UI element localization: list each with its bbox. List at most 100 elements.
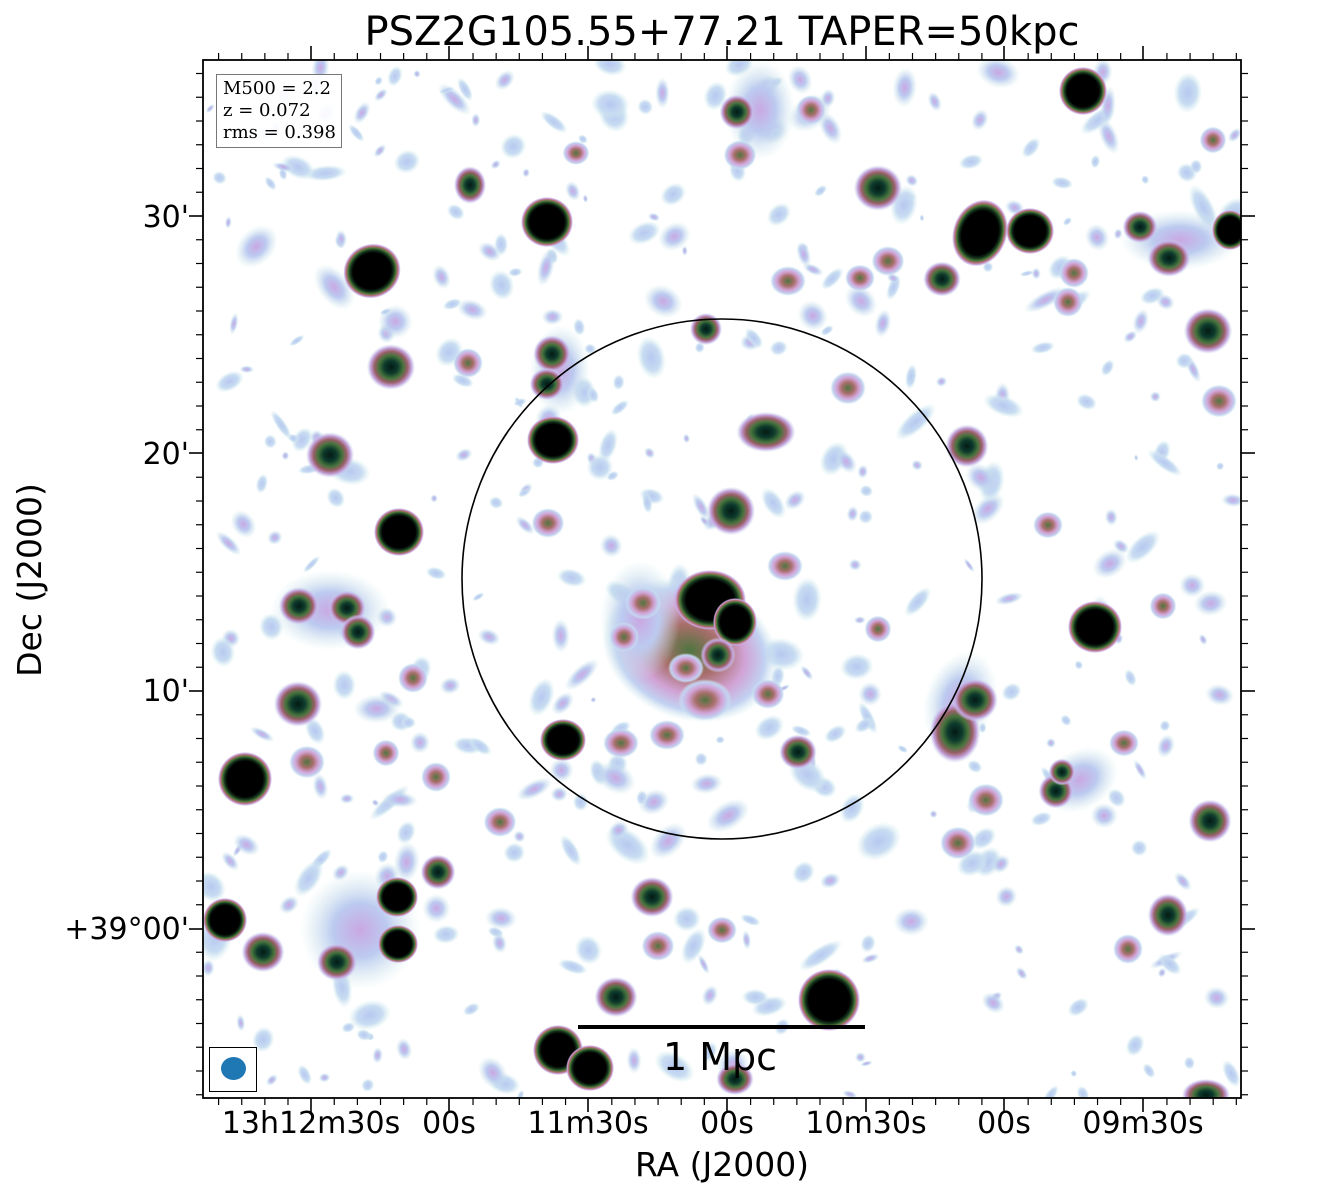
noise-blob — [858, 681, 883, 707]
noise-blob — [595, 761, 636, 795]
y-tick-label: +39°00' — [64, 912, 189, 947]
noise-blob — [654, 1050, 695, 1083]
noise-blob — [742, 930, 752, 950]
noise-blob — [1060, 714, 1072, 727]
noise-blob — [610, 399, 629, 416]
bright-source — [203, 898, 247, 942]
axis-ticks — [189, 46, 1255, 1112]
noise-blob — [694, 752, 708, 766]
noise-blob — [263, 434, 277, 449]
noise-blob — [1051, 176, 1074, 190]
noise-blob — [400, 716, 417, 729]
faint-source — [1113, 934, 1143, 964]
noise-blob — [754, 714, 785, 741]
y-axis-label: Dec (J2000) — [10, 483, 49, 677]
noise-blob — [236, 1014, 246, 1032]
noise-blob — [221, 851, 240, 871]
noise-blob — [844, 284, 878, 318]
noise-blob — [1104, 508, 1118, 527]
noise-blob — [353, 101, 371, 124]
diffuse-emission — [725, 60, 795, 160]
faint-source — [641, 931, 675, 961]
noise-blob — [904, 586, 932, 617]
noise-blob — [636, 789, 648, 806]
noise-blob — [1221, 493, 1241, 508]
noise-blob — [911, 459, 923, 471]
noise-blob — [814, 184, 828, 197]
noise-blob — [787, 65, 813, 95]
noise-blob — [432, 264, 451, 290]
noise-blob — [1045, 737, 1057, 749]
noise-blob — [551, 691, 574, 716]
noise-blob — [797, 300, 829, 332]
noise-blob — [272, 162, 295, 173]
faint-source — [864, 615, 892, 643]
faint-source — [678, 679, 732, 721]
noise-blob — [494, 69, 515, 91]
noise-blob — [798, 939, 843, 971]
noise-blob — [230, 510, 257, 539]
info-m500: M500 = 2.2 — [223, 78, 331, 99]
noise-blob — [1097, 118, 1120, 155]
faint-source — [1149, 592, 1177, 620]
noise-blob — [1031, 267, 1041, 280]
noise-blob — [293, 859, 324, 897]
noise-blob — [210, 636, 236, 668]
noise-blob — [590, 89, 630, 120]
noise-blob — [488, 269, 515, 301]
noise-blob — [382, 791, 418, 809]
medium-source — [305, 432, 355, 478]
noise-blob — [353, 694, 401, 724]
noise-blob — [438, 86, 455, 94]
noise-blob — [706, 798, 750, 833]
noise-blob — [981, 992, 1005, 1014]
noise-blob — [318, 1072, 331, 1083]
bright-source — [521, 197, 573, 247]
noise-blob — [1090, 154, 1101, 169]
noise-blob — [267, 530, 283, 545]
faint-source — [1199, 126, 1227, 154]
noise-blob — [478, 1056, 508, 1089]
noise-blob — [967, 759, 983, 774]
y-tick-label: 30' — [142, 200, 189, 235]
noise-blob — [970, 826, 997, 850]
medium-source — [1147, 893, 1189, 937]
noise-blob — [647, 212, 661, 222]
medium-source — [453, 166, 487, 204]
medium-source — [630, 876, 674, 918]
bright-source — [1212, 210, 1241, 250]
noise-blob — [1125, 530, 1161, 564]
noise-blob — [658, 221, 691, 252]
faint-source — [398, 663, 428, 693]
medium-source — [952, 678, 998, 722]
noise-blob — [413, 69, 421, 78]
scale-bar-label: 1 Mpc — [662, 1035, 778, 1079]
y-tick-label: 20' — [142, 437, 189, 472]
noise-blob — [643, 447, 656, 459]
noise-blob — [991, 854, 1011, 874]
noise-blob — [994, 591, 1024, 606]
noise-blob — [835, 449, 857, 474]
medium-source — [700, 637, 736, 673]
bright-source — [527, 416, 579, 464]
noise-blob — [251, 1026, 275, 1053]
noise-blob — [373, 88, 388, 102]
noise-blob — [559, 834, 582, 867]
noise-blob — [1189, 159, 1203, 175]
noise-blob — [1076, 393, 1097, 411]
noise-blob — [976, 60, 1021, 89]
medium-source — [1147, 239, 1191, 277]
noise-blob — [393, 841, 420, 883]
noise-blob — [971, 109, 989, 131]
bright-source — [798, 969, 860, 1031]
medium-source — [529, 367, 565, 401]
noise-blob — [551, 618, 571, 653]
noise-blob — [935, 376, 948, 387]
faint-source — [1109, 729, 1139, 757]
faint-source — [609, 622, 639, 652]
medium-source — [853, 165, 903, 211]
noise-blob — [312, 773, 329, 800]
noise-blob — [278, 895, 300, 915]
noise-blob — [612, 374, 625, 391]
